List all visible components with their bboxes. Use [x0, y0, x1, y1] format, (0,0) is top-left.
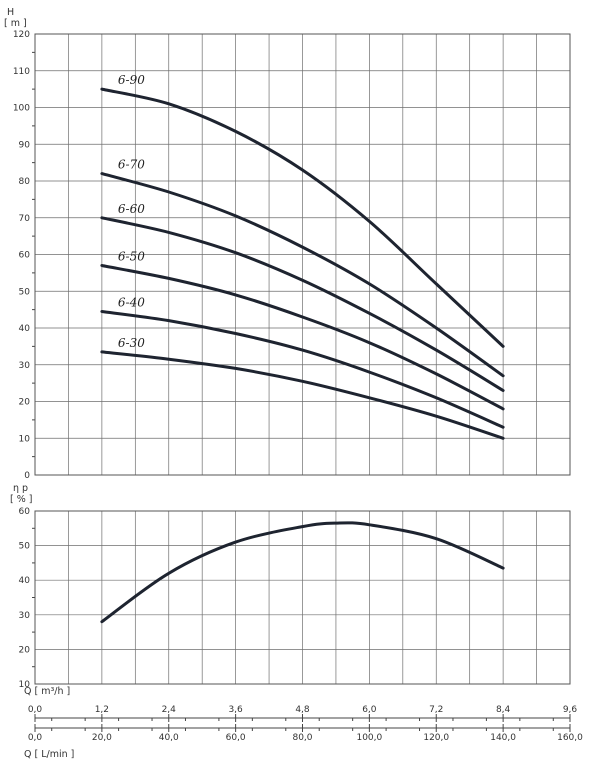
head-y-tick-label: 80: [19, 177, 31, 187]
flow-axis-lmin: Q [ L/min ] 0,0 20,0 40,0 60,0 80,0 100,0 120,…: [24, 724, 583, 760]
head-grid: [32, 33, 571, 476]
flow-m3h-tick-label: 0,0: [28, 705, 43, 715]
flow-lmin-tick-label: 100,0: [356, 733, 382, 743]
efficiency-grid: [32, 510, 571, 685]
flow-lmin-tick-label: 20,0: [92, 733, 112, 743]
flow-m3h-tick-label: 6,0: [362, 705, 377, 715]
head-y-tick-label: 50: [19, 287, 31, 297]
head-curve-labels: 6-90 6-70 6-60 6-50 6-40 6-30: [118, 73, 145, 350]
efficiency-curve-series: [100, 521, 505, 624]
head-y-tick-label: 60: [19, 251, 31, 261]
flow-m3h-tick-label: 7,2: [429, 705, 443, 715]
flow-lmin-tick-label: 140,0: [490, 733, 516, 743]
head-curve-6-50: [100, 264, 505, 411]
curve-label-6-50: 6-50: [118, 250, 145, 264]
flow-m3h-tick-label: 3,6: [228, 705, 243, 715]
curve-label-6-90: 6-90: [118, 73, 145, 87]
flow-lmin-tick-label: 0,0: [28, 733, 43, 743]
head-curve-6-60: [100, 216, 505, 392]
curve-label-6-30: 6-30: [118, 336, 145, 350]
head-y-tick-label: 120: [13, 30, 30, 40]
head-curve-6-70: [100, 172, 505, 378]
flow-lmin-axis-label: Q [ L/min ]: [24, 749, 74, 760]
efficiency-chart: η p [ % ] 10 20 30 40 50 60: [10, 483, 571, 690]
head-axis-label: H: [7, 7, 14, 18]
flow-m3h-axis-label: Q [ m³/h ]: [24, 686, 70, 697]
efficiency-axis-unit: [ % ]: [10, 494, 32, 505]
head-chart: H [ m ] 0 10 20 30 40 50 60 70 80 90 100 110 120 6-9…: [4, 7, 571, 481]
flow-lmin-tick-label: 80,0: [292, 733, 312, 743]
flow-m3h-tick-label: 4,8: [295, 705, 310, 715]
efficiency-y-tick-label: 60: [19, 507, 31, 517]
flow-m3h-tick-label: 1,2: [95, 705, 109, 715]
head-curve-6-30: [100, 350, 505, 440]
efficiency-y-tick-label: 30: [19, 611, 31, 621]
head-curves: [100, 87, 505, 440]
head-y-tick-label: 70: [19, 214, 31, 224]
efficiency-y-tick-labels: 10 20 30 40 50 60: [19, 507, 31, 690]
efficiency-plot-frame: [34, 510, 571, 685]
head-y-tick-label: 100: [13, 104, 30, 114]
curve-label-6-40: 6-40: [118, 295, 145, 309]
head-curve-6-40: [100, 310, 505, 429]
efficiency-y-tick-label: 20: [19, 645, 31, 655]
flow-lmin-tick-label: 60,0: [226, 733, 246, 743]
efficiency-y-tick-label: 50: [19, 542, 31, 552]
curve-label-6-60: 6-60: [118, 202, 145, 216]
head-y-tick-label: 20: [19, 398, 31, 408]
flow-lmin-tick-label: 120,0: [423, 733, 449, 743]
head-y-tick-label: 40: [19, 324, 31, 334]
flow-lmin-tick-label: 40,0: [159, 733, 179, 743]
flow-m3h-tick-label: 9,6: [563, 705, 578, 715]
efficiency-y-tick-label: 40: [19, 576, 31, 586]
head-y-tick-label: 110: [13, 67, 30, 77]
head-plot-frame: [34, 33, 571, 476]
efficiency-axis-label: η p: [13, 483, 28, 494]
head-axis-unit: [ m ]: [4, 18, 27, 29]
efficiency-y-tick-label: 10: [19, 680, 31, 690]
head-y-tick-label: 0: [24, 471, 30, 481]
head-y-tick-label: 10: [19, 434, 31, 444]
flow-lmin-tick-label: 160,0: [557, 733, 583, 743]
curve-label-6-70: 6-70: [118, 158, 145, 172]
head-y-tick-label: 30: [19, 361, 31, 371]
flow-axis-m3h: Q [ m³/h ] 0,0 1,2 2,4 3,6 4,8 6,0 7,2 8,4 9,6: [24, 686, 577, 722]
head-y-tick-label: 90: [19, 140, 31, 150]
head-curve-6-90: [100, 87, 505, 348]
head-y-tick-labels: 0 10 20 30 40 50 60 70 80 90 100 110 120: [13, 30, 30, 481]
flow-m3h-tick-label: 2,4: [162, 705, 177, 715]
efficiency-curve: [100, 521, 505, 624]
flow-m3h-tick-label: 8,4: [496, 705, 511, 715]
